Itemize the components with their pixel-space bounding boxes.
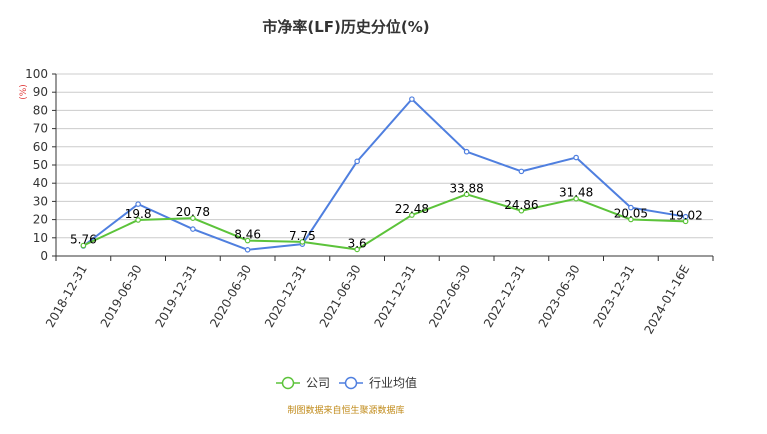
- y-tick-label: 80: [33, 103, 48, 117]
- data-label-company: 24.86: [504, 198, 538, 212]
- data-point-company[interactable]: [244, 237, 251, 244]
- series-line-company[interactable]: [82, 193, 686, 251]
- data-label-company: 19.8: [125, 207, 152, 221]
- chart-title: 市净率(LF)历史分位(%): [262, 18, 429, 36]
- data-label-company: 19.02: [668, 208, 702, 222]
- y-tick-label: 10: [33, 231, 48, 245]
- data-point-company[interactable]: [628, 216, 634, 223]
- data-label-company: 33.88: [449, 181, 483, 195]
- legend-item-industry-average[interactable]: 行业均值: [339, 375, 417, 390]
- x-tick-label: 2021-06-30: [317, 263, 364, 330]
- series-lines: [80, 96, 689, 253]
- data-point-company[interactable]: [682, 218, 689, 225]
- x-tick-label: 2020-12-31: [262, 263, 309, 330]
- data-point-industry-average[interactable]: [244, 247, 251, 253]
- x-tick-label: 2021-12-31: [371, 263, 418, 330]
- data-point-industry-average[interactable]: [628, 204, 634, 211]
- x-tick-label: 2023-12-31: [590, 263, 637, 330]
- data-label-company: 20.78: [176, 205, 210, 219]
- y-tick-label: 100: [25, 67, 48, 81]
- data-label-company: 3.6: [348, 236, 367, 250]
- data-point-company[interactable]: [299, 239, 306, 245]
- data-point-industry-average[interactable]: [354, 158, 360, 165]
- data-point-industry-average[interactable]: [190, 226, 196, 232]
- legend-marker-icon: [281, 376, 295, 390]
- y-tick-label: 60: [33, 140, 48, 154]
- data-labels: 5.76 19.8 20.78 8.46 7.75 3.6 22.48 33.88 24.86 3…: [70, 181, 703, 250]
- legend-item-company[interactable]: 公司: [276, 376, 330, 390]
- x-tick-label: 2018-12-31: [43, 263, 90, 330]
- data-point-company[interactable]: [463, 191, 470, 198]
- x-tick-label: 2023-06-30: [536, 263, 583, 330]
- x-tick-label: 2022-12-31: [481, 263, 528, 330]
- y-tick-label: 90: [33, 85, 48, 99]
- data-point-company[interactable]: [80, 242, 87, 249]
- data-point-industry-average[interactable]: [573, 154, 579, 161]
- y-tick-label: 50: [33, 158, 48, 172]
- y-tick-label: 0: [40, 249, 48, 263]
- data-point-company[interactable]: [573, 195, 579, 202]
- data-point-company[interactable]: [518, 207, 525, 214]
- data-point-industry-average[interactable]: [518, 168, 525, 175]
- x-tick-label: 2020-06-30: [207, 263, 254, 330]
- series-line-industry-average[interactable]: [82, 98, 686, 251]
- data-label-company: 8.46: [234, 228, 261, 242]
- y-tick-label: 20: [33, 213, 48, 227]
- legend-label: 行业均值: [369, 375, 417, 390]
- x-tick-label: 2019-12-31: [152, 263, 199, 330]
- y-tick-label: 30: [33, 194, 48, 208]
- data-label-company: 5.76: [70, 233, 97, 247]
- data-label-company: 22.48: [395, 202, 429, 216]
- x-tick-label: 2019-06-30: [98, 263, 145, 330]
- data-point-company[interactable]: [190, 215, 196, 221]
- data-point-company[interactable]: [354, 246, 360, 253]
- x-tick-label: 2024-01-16E: [641, 263, 692, 337]
- y-axis-label: (%): [19, 84, 29, 100]
- legend[interactable]: 公司 行业均值: [276, 375, 417, 390]
- data-point-company[interactable]: [135, 217, 141, 223]
- y-tick-label: 40: [33, 176, 48, 190]
- legend-marker-icon: [344, 376, 358, 390]
- x-tick-label: 2022-06-30: [426, 263, 473, 330]
- legend-label: 公司: [306, 376, 330, 390]
- data-label-company: 31.48: [559, 186, 593, 200]
- data-point-industry-average[interactable]: [463, 148, 470, 155]
- data-point-company[interactable]: [409, 212, 415, 218]
- data-label-company: 20.05: [614, 207, 648, 221]
- data-point-industry-average[interactable]: [409, 96, 415, 102]
- source-note: 制图数据来自恒生聚源数据库: [287, 404, 404, 416]
- data-point-industry-average[interactable]: [135, 201, 141, 207]
- y-tick-label: 70: [33, 122, 48, 136]
- data-label-company: 7.75: [289, 229, 316, 243]
